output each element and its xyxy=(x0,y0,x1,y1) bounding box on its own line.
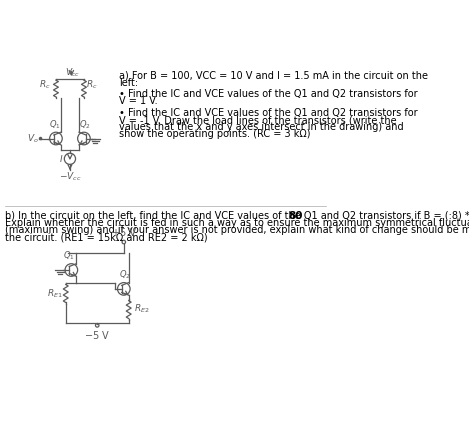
Text: +5 V: +5 V xyxy=(112,228,136,238)
Text: show the operating points. (RC = 3 kΩ): show the operating points. (RC = 3 kΩ) xyxy=(119,129,310,139)
Text: Explain whether the circuit is fed in such a way as to ensure the maximum symmet: Explain whether the circuit is fed in su… xyxy=(5,218,469,228)
Text: • Find the IC and VCE values of the Q1 and Q2 transistors for: • Find the IC and VCE values of the Q1 a… xyxy=(119,108,417,119)
Text: $-5$ V: $-5$ V xyxy=(84,329,110,341)
Text: (maximum swing) and if your answer is not provided, explain what kind of change : (maximum swing) and if your answer is no… xyxy=(5,225,469,235)
Text: $R_{E2}$: $R_{E2}$ xyxy=(134,303,150,315)
Text: $I$: $I$ xyxy=(59,153,63,164)
Text: the circuit. (RE1 = 15kΩ and RE2 = 2 kΩ): the circuit. (RE1 = 15kΩ and RE2 = 2 kΩ) xyxy=(5,232,207,242)
Text: values that the x and y axes intersect in the drawing) and: values that the x and y axes intersect i… xyxy=(119,123,403,132)
Text: $R_c$: $R_c$ xyxy=(39,78,51,91)
Text: V$_o$: V$_o$ xyxy=(27,132,38,145)
Text: $V_{cc}$: $V_{cc}$ xyxy=(65,66,80,79)
Text: $Q_2$: $Q_2$ xyxy=(79,118,91,131)
Text: left:: left: xyxy=(119,78,138,87)
Text: $R_{E1}$: $R_{E1}$ xyxy=(47,288,63,300)
Text: a) For B = 100, VCC = 10 V and I = 1.5 mA in the circuit on the: a) For B = 100, VCC = 10 V and I = 1.5 m… xyxy=(119,71,428,81)
Text: V = -1 V. Draw the load lines of the transistors (write the: V = -1 V. Draw the load lines of the tra… xyxy=(119,116,396,126)
Text: b) In the circuit on the left, find the IC and VCE values of the Q1 and Q2 trans: b) In the circuit on the left, find the … xyxy=(5,210,469,220)
Text: $-V_{cc}$: $-V_{cc}$ xyxy=(60,171,82,183)
Text: $Q_1$: $Q_1$ xyxy=(63,250,75,262)
Text: $Q_1$: $Q_1$ xyxy=(49,118,61,131)
Circle shape xyxy=(39,137,42,139)
Text: • Find the IC and VCE values of the Q1 and Q2 transistors for: • Find the IC and VCE values of the Q1 a… xyxy=(119,89,417,99)
Text: $R_c$: $R_c$ xyxy=(86,78,98,91)
Text: 80: 80 xyxy=(288,210,303,220)
Text: $Q_2$: $Q_2$ xyxy=(119,269,131,281)
Text: V = 1 V.: V = 1 V. xyxy=(119,96,158,106)
